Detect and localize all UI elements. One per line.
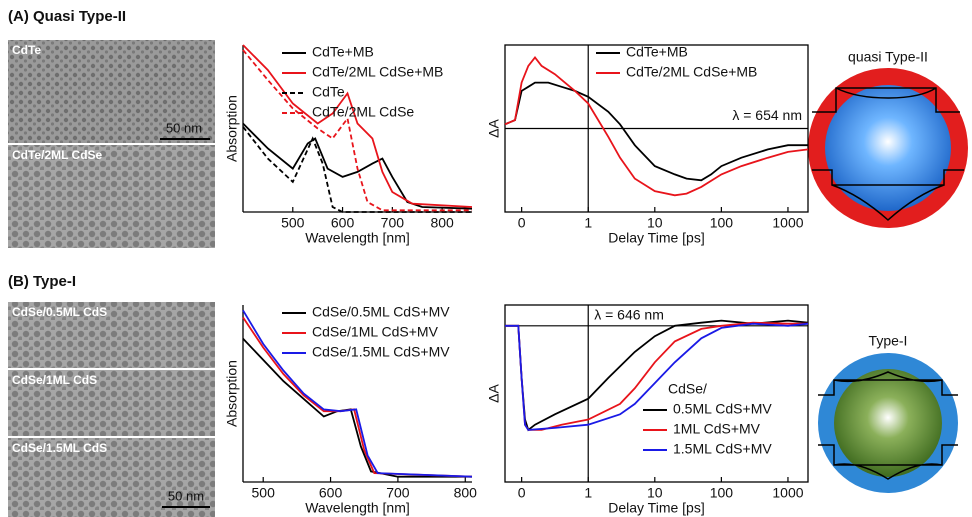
tem-label: CdSe/1.5ML CdS bbox=[12, 441, 107, 455]
x-tick-label: 600 bbox=[319, 485, 343, 501]
data-line bbox=[504, 81, 808, 182]
data-line bbox=[504, 56, 809, 197]
tem-label: CdSe/1ML CdS bbox=[12, 373, 97, 387]
core bbox=[834, 369, 942, 477]
band-diagram bbox=[818, 371, 958, 396]
scheme-label: quasi Type-II bbox=[848, 49, 928, 65]
x-tick-label: 0 bbox=[518, 485, 526, 501]
tem-image bbox=[8, 145, 215, 248]
legend-label: 0.5ML CdS+MV bbox=[673, 401, 772, 417]
tem-label: CdSe/0.5ML CdS bbox=[12, 305, 107, 319]
legend-label: CdTe/2ML CdSe+MB bbox=[626, 64, 757, 80]
annotation: λ = 654 nm bbox=[732, 107, 802, 123]
legend-label: 1.5ML CdS+MV bbox=[673, 441, 772, 457]
y-axis-label: ΔA bbox=[486, 384, 502, 403]
x-tick-label: 1000 bbox=[772, 485, 803, 501]
tem-image bbox=[8, 40, 215, 143]
legend-label: CdSe/1ML CdS+MV bbox=[312, 324, 439, 340]
x-tick-label: 800 bbox=[430, 215, 454, 231]
x-axis-label: Delay Time [ps] bbox=[608, 500, 704, 516]
x-axis-label: Wavelength [nm] bbox=[305, 500, 410, 516]
legend-label: CdTe+MB bbox=[626, 44, 688, 60]
band-diagram bbox=[812, 169, 964, 222]
band-diagram bbox=[812, 87, 960, 113]
core bbox=[825, 85, 951, 211]
legend-label: CdTe/2ML CdSe bbox=[312, 104, 414, 120]
x-tick-label: 1 bbox=[584, 215, 592, 231]
data-line bbox=[242, 49, 472, 212]
plot-frame bbox=[504, 304, 809, 483]
legend-label: 1ML CdS+MV bbox=[673, 421, 761, 437]
band-diagram bbox=[818, 444, 958, 480]
x-tick-label: 1 bbox=[584, 485, 592, 501]
data-line bbox=[242, 309, 473, 478]
panel-label: (A) Quasi Type-II bbox=[8, 8, 126, 25]
scheme-label: Type-I bbox=[869, 333, 908, 349]
x-axis-label: Wavelength [nm] bbox=[305, 230, 410, 246]
tem-image bbox=[8, 438, 215, 517]
tem-label: CdTe/2ML CdSe bbox=[12, 148, 103, 162]
tem-image bbox=[8, 370, 215, 436]
legend-label: CdSe/0.5ML CdS+MV bbox=[312, 304, 450, 320]
data-line bbox=[505, 322, 809, 431]
x-tick-label: 10 bbox=[647, 485, 663, 501]
tem-image bbox=[8, 302, 215, 368]
x-tick-label: 100 bbox=[710, 215, 734, 231]
legend-label: CdTe bbox=[312, 84, 345, 100]
scale-bar-label: 50 nm bbox=[166, 120, 202, 135]
x-tick-label: 1000 bbox=[772, 215, 803, 231]
x-tick-label: 500 bbox=[252, 485, 276, 501]
x-tick-label: 0 bbox=[518, 215, 526, 231]
y-axis-label: ΔA bbox=[486, 119, 502, 138]
annotation: λ = 646 nm bbox=[594, 307, 664, 323]
data-line bbox=[242, 316, 473, 478]
y-axis-label: Absorption bbox=[224, 95, 240, 162]
tem-label: CdTe bbox=[12, 43, 41, 57]
scale-bar-label: 50 nm bbox=[168, 488, 204, 503]
data-line bbox=[242, 44, 473, 208]
legend-title: CdSe/ bbox=[668, 381, 707, 397]
x-tick-label: 700 bbox=[381, 215, 405, 231]
legend-label: CdTe+MB bbox=[312, 44, 374, 60]
legend-label: CdSe/1.5ML CdS+MV bbox=[312, 344, 450, 360]
x-tick-label: 100 bbox=[710, 485, 734, 501]
x-tick-label: 600 bbox=[331, 215, 355, 231]
x-tick-label: 700 bbox=[386, 485, 410, 501]
x-axis-label: Delay Time [ps] bbox=[608, 230, 704, 246]
x-tick-label: 500 bbox=[281, 215, 305, 231]
x-tick-label: 10 bbox=[647, 215, 663, 231]
legend-label: CdTe/2ML CdSe+MB bbox=[312, 64, 443, 80]
data-line bbox=[242, 126, 472, 213]
x-tick-label: 800 bbox=[454, 485, 478, 501]
y-axis-label: Absorption bbox=[224, 360, 240, 427]
panel-label: (B) Type-I bbox=[8, 273, 76, 290]
data-line bbox=[242, 122, 473, 210]
